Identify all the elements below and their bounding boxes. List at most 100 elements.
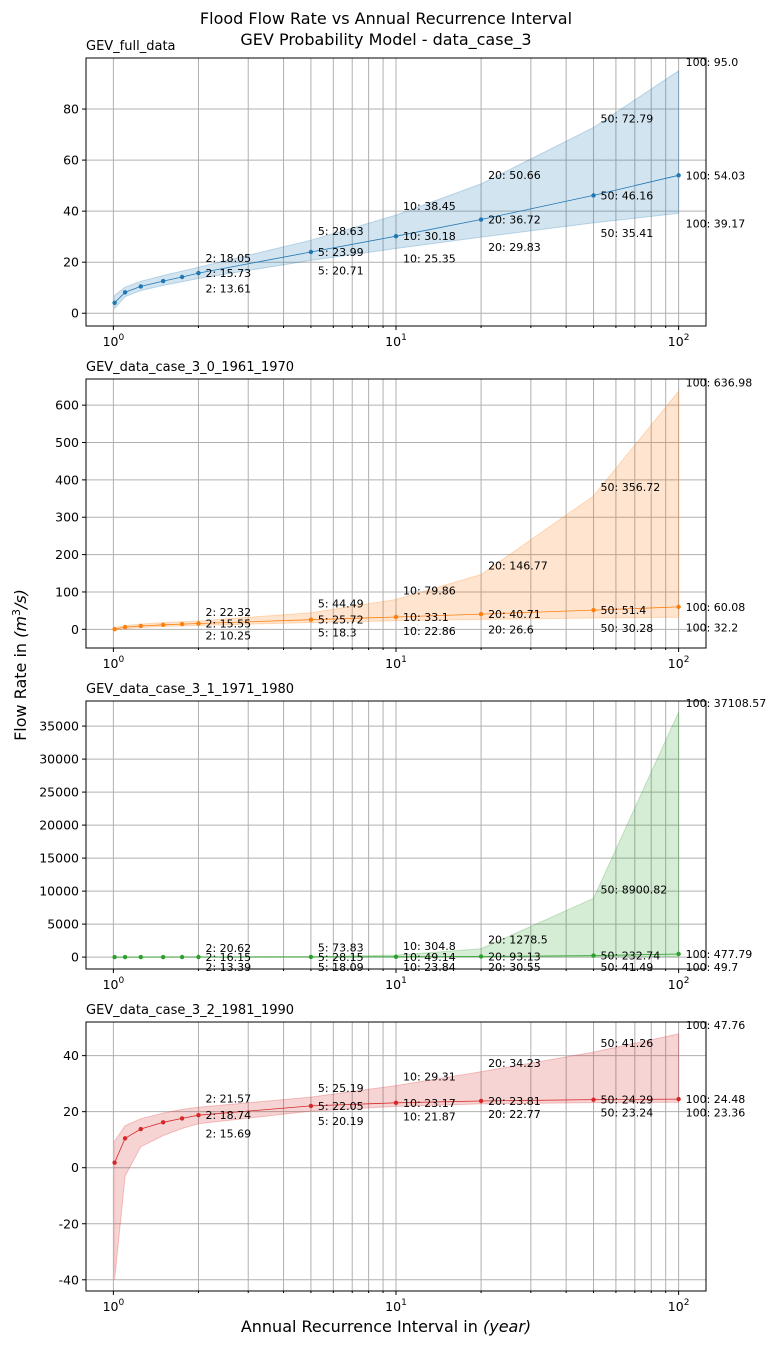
annotation-estimate: 2: 16.15 <box>205 951 251 964</box>
annotation-estimate: 50: 232.74 <box>601 950 661 963</box>
estimate-point <box>122 1136 128 1141</box>
subplot-title: GEV_full_data <box>86 39 176 54</box>
estimate-point <box>478 954 484 959</box>
estimate-point <box>122 954 128 960</box>
y-tick-label: -40 <box>59 1272 79 1287</box>
annotation-estimate: 20: 36.72 <box>488 214 541 227</box>
annotation-lower: 50: 41.49 <box>601 961 654 974</box>
annotation-estimate: 2: 15.55 <box>205 618 251 631</box>
estimate-point <box>112 626 117 632</box>
annotation-upper: 100: 37108.57 <box>686 697 767 710</box>
annotation-estimate: 2: 15.73 <box>205 267 251 280</box>
estimate-point <box>478 217 484 222</box>
y-tick-label: 30000 <box>39 752 79 767</box>
estimate-point <box>196 270 201 276</box>
estimate-point <box>676 951 681 957</box>
y-tick-label: 40 <box>63 1048 79 1063</box>
annotation-estimate: 100: 60.08 <box>686 601 746 614</box>
annotation-upper: 2: 22.32 <box>205 606 251 619</box>
estimate-point <box>591 1097 596 1102</box>
annotation-upper: 5: 25.19 <box>318 1082 364 1095</box>
y-tick-label: 25000 <box>39 785 79 800</box>
y-tick-label: -20 <box>59 1216 79 1231</box>
y-tick-label: 0 <box>71 622 79 637</box>
annotation-estimate: 50: 24.29 <box>601 1094 654 1107</box>
annotation-estimate: 100: 24.48 <box>686 1093 746 1106</box>
annotation-upper: 10: 38.45 <box>403 200 456 213</box>
y-tick-label: 300 <box>55 510 79 525</box>
annotation-lower: 50: 30.28 <box>601 622 654 635</box>
y-tick-label: 40 <box>63 204 79 219</box>
estimate-point <box>676 1096 681 1102</box>
estimate-point <box>122 624 128 630</box>
annotation-upper: 5: 73.83 <box>318 942 364 955</box>
estimate-point <box>179 954 185 960</box>
estimate-point <box>393 1100 399 1105</box>
annotation-lower: 10: 21.87 <box>403 1110 456 1123</box>
estimate-point <box>308 1103 314 1109</box>
estimate-point <box>393 234 399 239</box>
annotation-estimate: 50: 51.4 <box>601 604 647 617</box>
annotation-estimate: 5: 28.15 <box>318 951 364 964</box>
annotation-lower: 20: 29.83 <box>488 241 541 254</box>
estimate-point <box>160 622 166 628</box>
annotation-upper: 10: 79.86 <box>403 584 456 597</box>
x-tick-label: 102 <box>668 333 690 349</box>
estimate-point <box>308 954 314 960</box>
x-tick-label: 102 <box>668 1298 690 1314</box>
annotation-lower: 5: 20.19 <box>318 1115 364 1128</box>
x-tick-label: 101 <box>385 655 407 671</box>
annotation-estimate: 50: 46.16 <box>601 189 654 202</box>
confidence-band <box>114 389 680 631</box>
y-tick-label: 5000 <box>47 917 79 932</box>
estimate-point <box>676 173 681 178</box>
estimate-point <box>138 1126 143 1132</box>
annotation-estimate: 100: 477.79 <box>686 948 753 961</box>
y-tick-label: 600 <box>55 398 79 413</box>
estimate-point <box>196 954 201 960</box>
annotation-estimate: 10: 33.1 <box>403 611 449 624</box>
estimate-point <box>196 621 201 626</box>
y-tick-label: 100 <box>55 584 79 599</box>
annotation-upper: 10: 29.31 <box>403 1071 456 1084</box>
estimate-point <box>591 607 596 613</box>
subplot-3: 0 5000 10000 15000 20000 25000 30000 35000 100 10… <box>39 682 766 992</box>
estimate-point <box>138 623 143 629</box>
x-axis-label: Annual Recurrence Interval in (year) <box>241 1317 531 1336</box>
estimate-point <box>591 953 596 958</box>
annotation-upper: 10: 304.8 <box>403 940 456 953</box>
annotation-lower: 100: 39.17 <box>686 217 746 230</box>
annotation-lower: 50: 23.24 <box>601 1107 654 1120</box>
annotation-upper: 100: 95.0 <box>686 56 739 69</box>
annotation-lower: 10: 25.35 <box>403 253 456 266</box>
x-tick-label: 101 <box>385 976 407 992</box>
x-tick-label: 102 <box>668 976 690 992</box>
y-tick-label: 10000 <box>39 884 79 899</box>
estimate-point <box>160 1120 166 1125</box>
estimate-point <box>478 1098 484 1104</box>
y-tick-label: 20 <box>63 1104 79 1119</box>
y-tick-label: 15000 <box>39 851 79 866</box>
estimate-point <box>122 290 128 295</box>
estimate-point <box>393 954 399 959</box>
annotation-upper: 5: 44.49 <box>318 598 364 611</box>
subplot-2: 0 100 200 300 400 500 600 100 101 102 GEV_data_cas… <box>55 360 752 671</box>
estimate-point <box>179 621 185 627</box>
annotation-lower: 2: 15.69 <box>205 1128 251 1141</box>
x-tick-label: 100 <box>103 655 125 671</box>
estimate-point <box>160 278 166 284</box>
annotation-upper: 50: 41.26 <box>601 1037 654 1050</box>
annotation-lower: 10: 23.84 <box>403 961 456 974</box>
subplot-1: 0 20 40 60 80 100 101 102 GEV_full_data 2: 18.05 2… <box>63 39 745 349</box>
y-tick-label: 400 <box>55 472 79 487</box>
y-axis-label: Flow Rate in (m3/s) <box>10 589 30 741</box>
annotation-lower: 20: 26.6 <box>488 623 534 636</box>
annotation-lower: 5: 20.71 <box>318 264 364 277</box>
x-tick-label: 101 <box>385 1298 407 1314</box>
subplot-title: GEV_data_case_3_1_1971_1980 <box>86 682 294 697</box>
annotation-upper: 2: 21.57 <box>205 1092 251 1105</box>
annotation-lower: 2: 10.25 <box>205 629 251 642</box>
annotation-lower: 5: 18.3 <box>318 626 357 639</box>
estimate-point <box>393 614 399 620</box>
x-tick-label: 100 <box>103 1298 125 1314</box>
